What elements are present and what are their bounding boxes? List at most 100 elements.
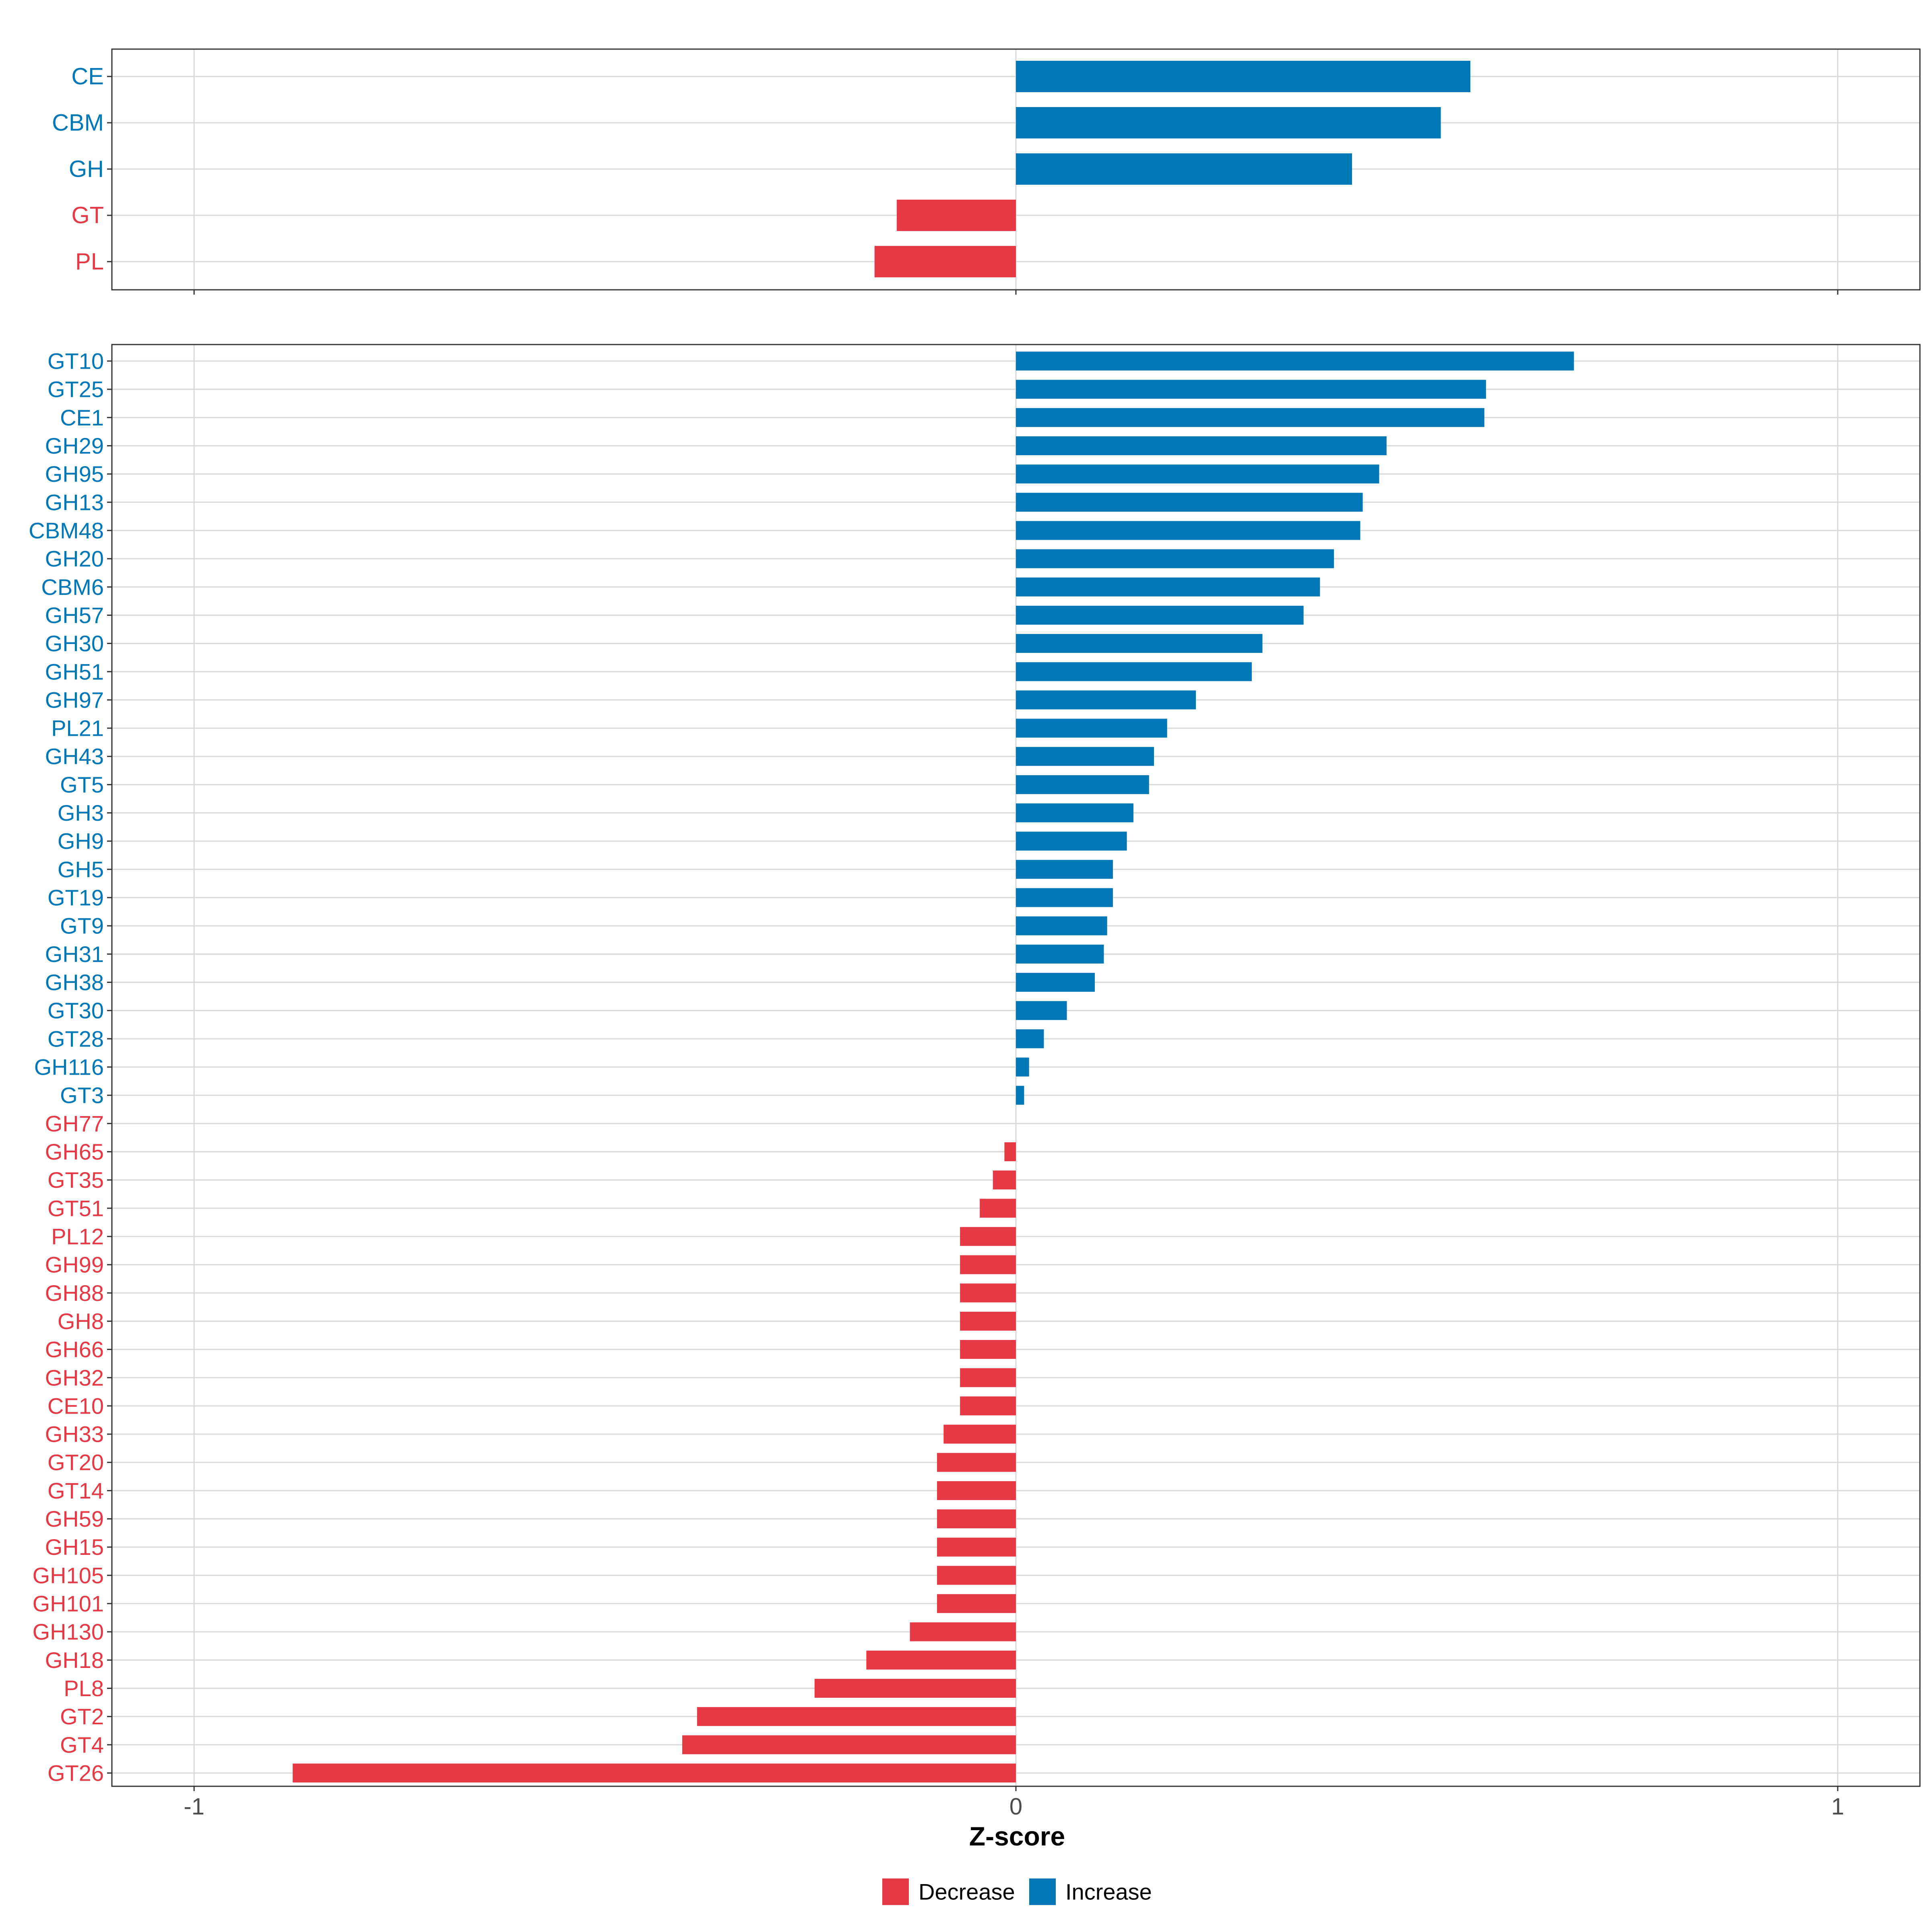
- category-label-GT30: GT30: [47, 998, 104, 1023]
- category-label-CBM: CBM: [52, 110, 104, 136]
- bar-GT2: [697, 1707, 1016, 1726]
- bar-CE: [1016, 61, 1471, 92]
- category-label-GT51: GT51: [47, 1195, 104, 1221]
- bar-GH59: [937, 1509, 1016, 1529]
- category-label-GH32: GH32: [45, 1365, 104, 1390]
- bar-GT20: [937, 1453, 1016, 1472]
- bar-GH65: [1004, 1142, 1016, 1161]
- bar-PL21: [1016, 718, 1167, 738]
- bar-PL12: [960, 1227, 1016, 1246]
- bar-GT3: [1016, 1086, 1024, 1105]
- category-label-GH13: GH13: [45, 489, 104, 515]
- bar-GH5: [1016, 860, 1113, 879]
- legend: Decrease Increase: [882, 1878, 1152, 1905]
- legend-swatch-increase: [1029, 1878, 1056, 1905]
- bar-GT14: [937, 1481, 1016, 1500]
- bar-CBM6: [1016, 577, 1320, 597]
- bar-PL: [874, 246, 1016, 277]
- bar-GH130: [910, 1622, 1016, 1641]
- category-label-GT26: GT26: [47, 1761, 104, 1786]
- category-label-GT5: GT5: [60, 772, 104, 797]
- bar-GH32: [960, 1368, 1016, 1387]
- bar-GH57: [1016, 605, 1304, 625]
- bar-GH43: [1016, 747, 1154, 766]
- bar-GT: [896, 200, 1016, 231]
- bar-GT19: [1016, 888, 1113, 907]
- category-label-CBM6: CBM6: [41, 574, 104, 600]
- category-label-GT25: GT25: [47, 377, 104, 402]
- bar-GH33: [943, 1424, 1016, 1444]
- category-label-PL21: PL21: [51, 716, 104, 741]
- category-label-GH77: GH77: [45, 1111, 104, 1136]
- bar-CE1: [1016, 408, 1484, 427]
- bar-GT51: [980, 1199, 1016, 1218]
- category-label-GT28: GT28: [47, 1026, 104, 1051]
- x-axis-title: Z-score: [969, 1821, 1065, 1851]
- category-label-GH3: GH3: [58, 800, 104, 826]
- category-label-GT2: GT2: [60, 1704, 104, 1729]
- bar-GT28: [1016, 1029, 1044, 1049]
- bar-CE10: [960, 1396, 1016, 1416]
- category-label-GH33: GH33: [45, 1422, 104, 1447]
- bar-GH9: [1016, 832, 1127, 851]
- legend-label-decrease: Decrease: [919, 1879, 1015, 1905]
- bar-GH97: [1016, 690, 1196, 710]
- category-label-GH5: GH5: [58, 857, 104, 882]
- bar-GT30: [1016, 1001, 1067, 1020]
- bar-GH15: [937, 1538, 1016, 1557]
- category-label-GH20: GH20: [45, 546, 104, 572]
- category-label-PL8: PL8: [64, 1676, 104, 1701]
- category-label-GH9: GH9: [58, 828, 104, 854]
- category-label-GH97: GH97: [45, 687, 104, 712]
- category-label-GH38: GH38: [45, 970, 104, 995]
- bar-GH30: [1016, 634, 1263, 653]
- category-label-GH57: GH57: [45, 603, 104, 628]
- category-label-GH: GH: [69, 156, 104, 182]
- bar-GT26: [293, 1763, 1016, 1783]
- bar-GT10: [1016, 351, 1574, 371]
- category-label-GH116: GH116: [34, 1055, 104, 1080]
- bar-GH3: [1016, 803, 1133, 823]
- bar-GH66: [960, 1340, 1016, 1359]
- bar-GH20: [1016, 549, 1334, 568]
- category-label-CE10: CE10: [47, 1393, 104, 1418]
- bar-GT5: [1016, 775, 1149, 794]
- category-label-GH30: GH30: [45, 631, 104, 656]
- category-label-GH59: GH59: [45, 1506, 104, 1532]
- category-label-CBM48: CBM48: [29, 518, 104, 543]
- category-label-GH8: GH8: [58, 1309, 104, 1334]
- category-label-GH18: GH18: [45, 1647, 104, 1673]
- bar-PL8: [814, 1679, 1016, 1698]
- category-label-PL12: PL12: [51, 1224, 104, 1249]
- bar-CBM: [1016, 107, 1441, 138]
- bar-GH: [1016, 153, 1352, 185]
- category-label-GH88: GH88: [45, 1280, 104, 1306]
- category-label-GH15: GH15: [45, 1534, 104, 1560]
- category-label-GH51: GH51: [45, 659, 104, 684]
- bar-GH51: [1016, 662, 1252, 681]
- x-tick-label: -1: [184, 1794, 204, 1820]
- category-label-GH65: GH65: [45, 1139, 104, 1164]
- bar-GT35: [993, 1170, 1016, 1190]
- category-label-GH66: GH66: [45, 1337, 104, 1362]
- x-tick-label: 1: [1831, 1794, 1844, 1820]
- panel-border: [111, 48, 1921, 291]
- category-label-GH31: GH31: [45, 941, 104, 967]
- category-label-GH101: GH101: [33, 1591, 104, 1616]
- bar-GT25: [1016, 380, 1486, 399]
- bar-GH8: [960, 1311, 1016, 1331]
- bar-GH29: [1016, 436, 1387, 455]
- x-tick-label: 0: [1009, 1794, 1022, 1820]
- bar-CBM48: [1016, 521, 1360, 540]
- bar-GT9: [1016, 916, 1107, 935]
- bar-GH38: [1016, 973, 1095, 992]
- category-label-GH29: GH29: [45, 433, 104, 458]
- category-label-GT3: GT3: [60, 1083, 104, 1108]
- bar-GH99: [960, 1255, 1016, 1274]
- category-label-GH130: GH130: [33, 1619, 104, 1645]
- top-panel: CE CBM GH GT PL: [52, 48, 1921, 295]
- bar-GH31: [1016, 944, 1104, 964]
- category-label-GH105: GH105: [33, 1563, 104, 1588]
